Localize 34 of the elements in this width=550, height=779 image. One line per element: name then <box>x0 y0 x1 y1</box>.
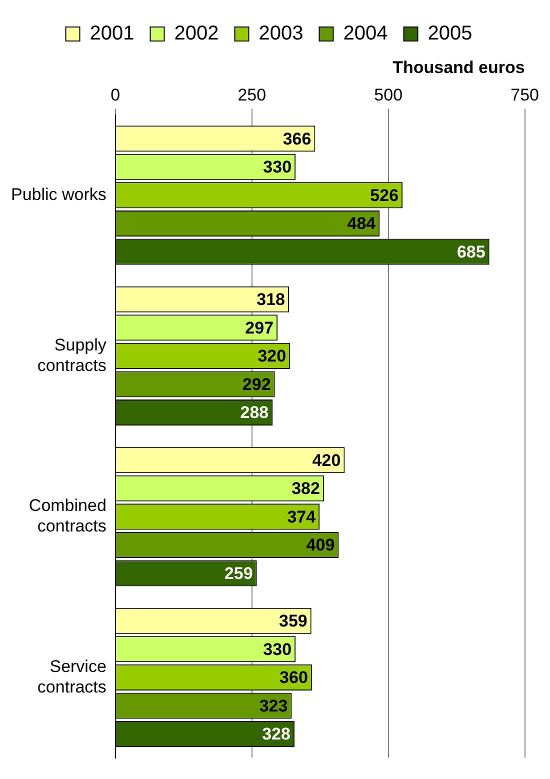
data-label: 297 <box>245 318 274 338</box>
data-label: 409 <box>306 536 335 555</box>
legend-label: 2002 <box>174 22 219 45</box>
y-tick-label: Service contracts <box>37 656 106 696</box>
data-label: 328 <box>262 724 290 744</box>
x-axis-title: Thousand euros <box>392 58 525 77</box>
data-label: 320 <box>258 346 286 366</box>
legend-label: 2001 <box>90 22 134 45</box>
data-label: 685 <box>456 242 486 262</box>
x-tick-label: 250 <box>238 85 266 104</box>
data-label: 292 <box>242 374 271 394</box>
data-label: 484 <box>347 214 376 234</box>
data-label: 330 <box>263 640 292 659</box>
data-label: 526 <box>370 186 399 205</box>
data-label: 420 <box>312 450 341 470</box>
data-label: 323 <box>259 696 288 716</box>
y-tick-label: Combined contracts <box>28 496 106 536</box>
x-tick-label: 500 <box>374 85 403 104</box>
data-label: 360 <box>280 668 308 688</box>
x-tick-label: 750 <box>510 85 540 104</box>
data-label: 359 <box>279 612 308 631</box>
legend-label: 2003 <box>258 22 304 45</box>
data-label: 366 <box>282 129 312 148</box>
y-tick-label: Public works <box>10 184 106 204</box>
y-tick-label: Supply contracts <box>37 335 107 375</box>
data-label: 288 <box>240 403 269 422</box>
data-label: 374 <box>287 507 316 526</box>
data-label: 318 <box>256 290 286 310</box>
data-label: 382 <box>292 479 320 498</box>
x-tick-label: 0 <box>110 85 120 104</box>
legend-label: 2005 <box>428 22 472 45</box>
legend-label: 2004 <box>343 22 388 45</box>
data-label: 330 <box>263 158 292 177</box>
data-label: 259 <box>224 564 253 583</box>
